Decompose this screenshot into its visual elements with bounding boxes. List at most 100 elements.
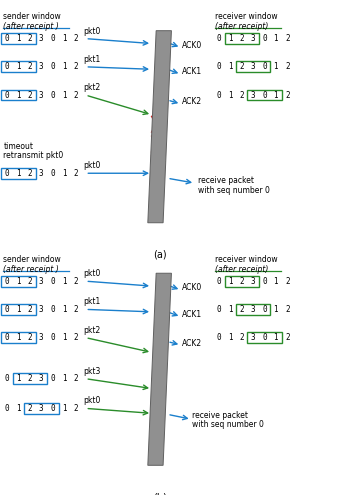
Text: 1: 1 (228, 333, 232, 342)
Text: 1: 1 (273, 333, 278, 342)
Text: 2: 2 (73, 277, 78, 286)
Text: 2: 2 (73, 169, 78, 178)
Text: 1: 1 (62, 91, 67, 99)
Text: 0: 0 (50, 169, 55, 178)
Text: 0: 0 (216, 34, 221, 43)
Text: with seq number 0: with seq number 0 (198, 186, 270, 195)
Text: ACK1: ACK1 (182, 310, 202, 319)
Text: pkt1: pkt1 (83, 55, 101, 64)
Text: retransmit pkt0: retransmit pkt0 (3, 151, 64, 160)
Text: 1: 1 (62, 62, 67, 71)
Text: 3: 3 (39, 91, 44, 99)
Text: 3: 3 (251, 34, 255, 43)
Text: 3: 3 (39, 169, 44, 178)
Text: (after receipt ): (after receipt ) (3, 22, 59, 31)
Text: 3: 3 (251, 62, 255, 71)
Text: 2: 2 (27, 91, 32, 99)
Text: receive packet: receive packet (198, 176, 254, 185)
Text: 2: 2 (285, 91, 290, 99)
Text: 1: 1 (228, 34, 232, 43)
Text: 0: 0 (5, 374, 9, 383)
Text: 1: 1 (62, 404, 67, 413)
Text: 1: 1 (228, 305, 232, 314)
Text: (after receipt): (after receipt) (215, 22, 269, 31)
Text: 0: 0 (216, 91, 221, 99)
Text: pkt0: pkt0 (83, 161, 101, 170)
Text: ACK0: ACK0 (182, 41, 202, 50)
Text: 2: 2 (73, 62, 78, 71)
Text: 0: 0 (50, 305, 55, 314)
Bar (1, 168, 36, 179)
Text: 0: 0 (262, 62, 267, 71)
Text: pkt2: pkt2 (83, 326, 101, 335)
Text: 1: 1 (62, 169, 67, 178)
Text: receiver window: receiver window (215, 255, 278, 264)
Text: 1: 1 (16, 169, 21, 178)
Text: 1: 1 (16, 404, 21, 413)
Text: 0: 0 (5, 169, 9, 178)
Text: 2: 2 (285, 333, 290, 342)
Text: ACK2: ACK2 (182, 339, 202, 348)
Bar (225, 33, 259, 44)
Polygon shape (148, 273, 171, 465)
Text: 0: 0 (5, 404, 9, 413)
Text: 1: 1 (16, 34, 21, 43)
Text: 3: 3 (39, 374, 44, 383)
Text: 1: 1 (62, 333, 67, 342)
Text: 2: 2 (73, 34, 78, 43)
Text: 2: 2 (73, 91, 78, 99)
Text: 0: 0 (262, 305, 267, 314)
Text: 0: 0 (5, 91, 9, 99)
Bar (1, 33, 36, 44)
Bar (24, 403, 59, 414)
Text: 3: 3 (251, 305, 255, 314)
Bar (247, 332, 282, 343)
Text: 2: 2 (285, 305, 290, 314)
Bar (1, 332, 36, 343)
Text: 2: 2 (27, 404, 32, 413)
Text: 1: 1 (273, 62, 278, 71)
Text: pkt3: pkt3 (83, 367, 101, 376)
Text: receiver window: receiver window (215, 12, 278, 21)
Text: 0: 0 (50, 374, 55, 383)
Text: pkt0: pkt0 (83, 269, 101, 278)
Text: 0: 0 (50, 91, 55, 99)
Text: receive packet: receive packet (192, 411, 248, 420)
Text: 2: 2 (285, 277, 290, 286)
Text: 0: 0 (5, 305, 9, 314)
Text: 1: 1 (228, 91, 232, 99)
Text: 2: 2 (73, 305, 78, 314)
Text: 3: 3 (39, 305, 44, 314)
Text: 2: 2 (27, 305, 32, 314)
Text: 2: 2 (73, 374, 78, 383)
Text: 0: 0 (50, 404, 55, 413)
Text: 0: 0 (262, 34, 267, 43)
Text: 2: 2 (239, 34, 244, 43)
Text: 1: 1 (62, 374, 67, 383)
Text: 0: 0 (262, 333, 267, 342)
Bar (236, 61, 270, 72)
Text: 0: 0 (262, 277, 267, 286)
Text: 2: 2 (73, 333, 78, 342)
Text: 0: 0 (216, 277, 221, 286)
Text: 2: 2 (285, 34, 290, 43)
Text: (after receipt): (after receipt) (215, 265, 269, 274)
Text: 0: 0 (216, 62, 221, 71)
Text: 2: 2 (27, 34, 32, 43)
Text: 3: 3 (39, 277, 44, 286)
Text: 2: 2 (27, 333, 32, 342)
Text: pkt1: pkt1 (83, 297, 101, 306)
Text: 1: 1 (16, 305, 21, 314)
Text: 1: 1 (62, 305, 67, 314)
Text: 2: 2 (239, 305, 244, 314)
Text: 2: 2 (27, 277, 32, 286)
Text: 2: 2 (239, 277, 244, 286)
Text: 0: 0 (5, 34, 9, 43)
Text: sender window: sender window (3, 255, 61, 264)
Text: 0: 0 (5, 333, 9, 342)
Bar (225, 276, 259, 287)
Text: 1: 1 (228, 62, 232, 71)
Text: 3: 3 (39, 34, 44, 43)
Text: 2: 2 (27, 169, 32, 178)
Text: 1: 1 (62, 34, 67, 43)
